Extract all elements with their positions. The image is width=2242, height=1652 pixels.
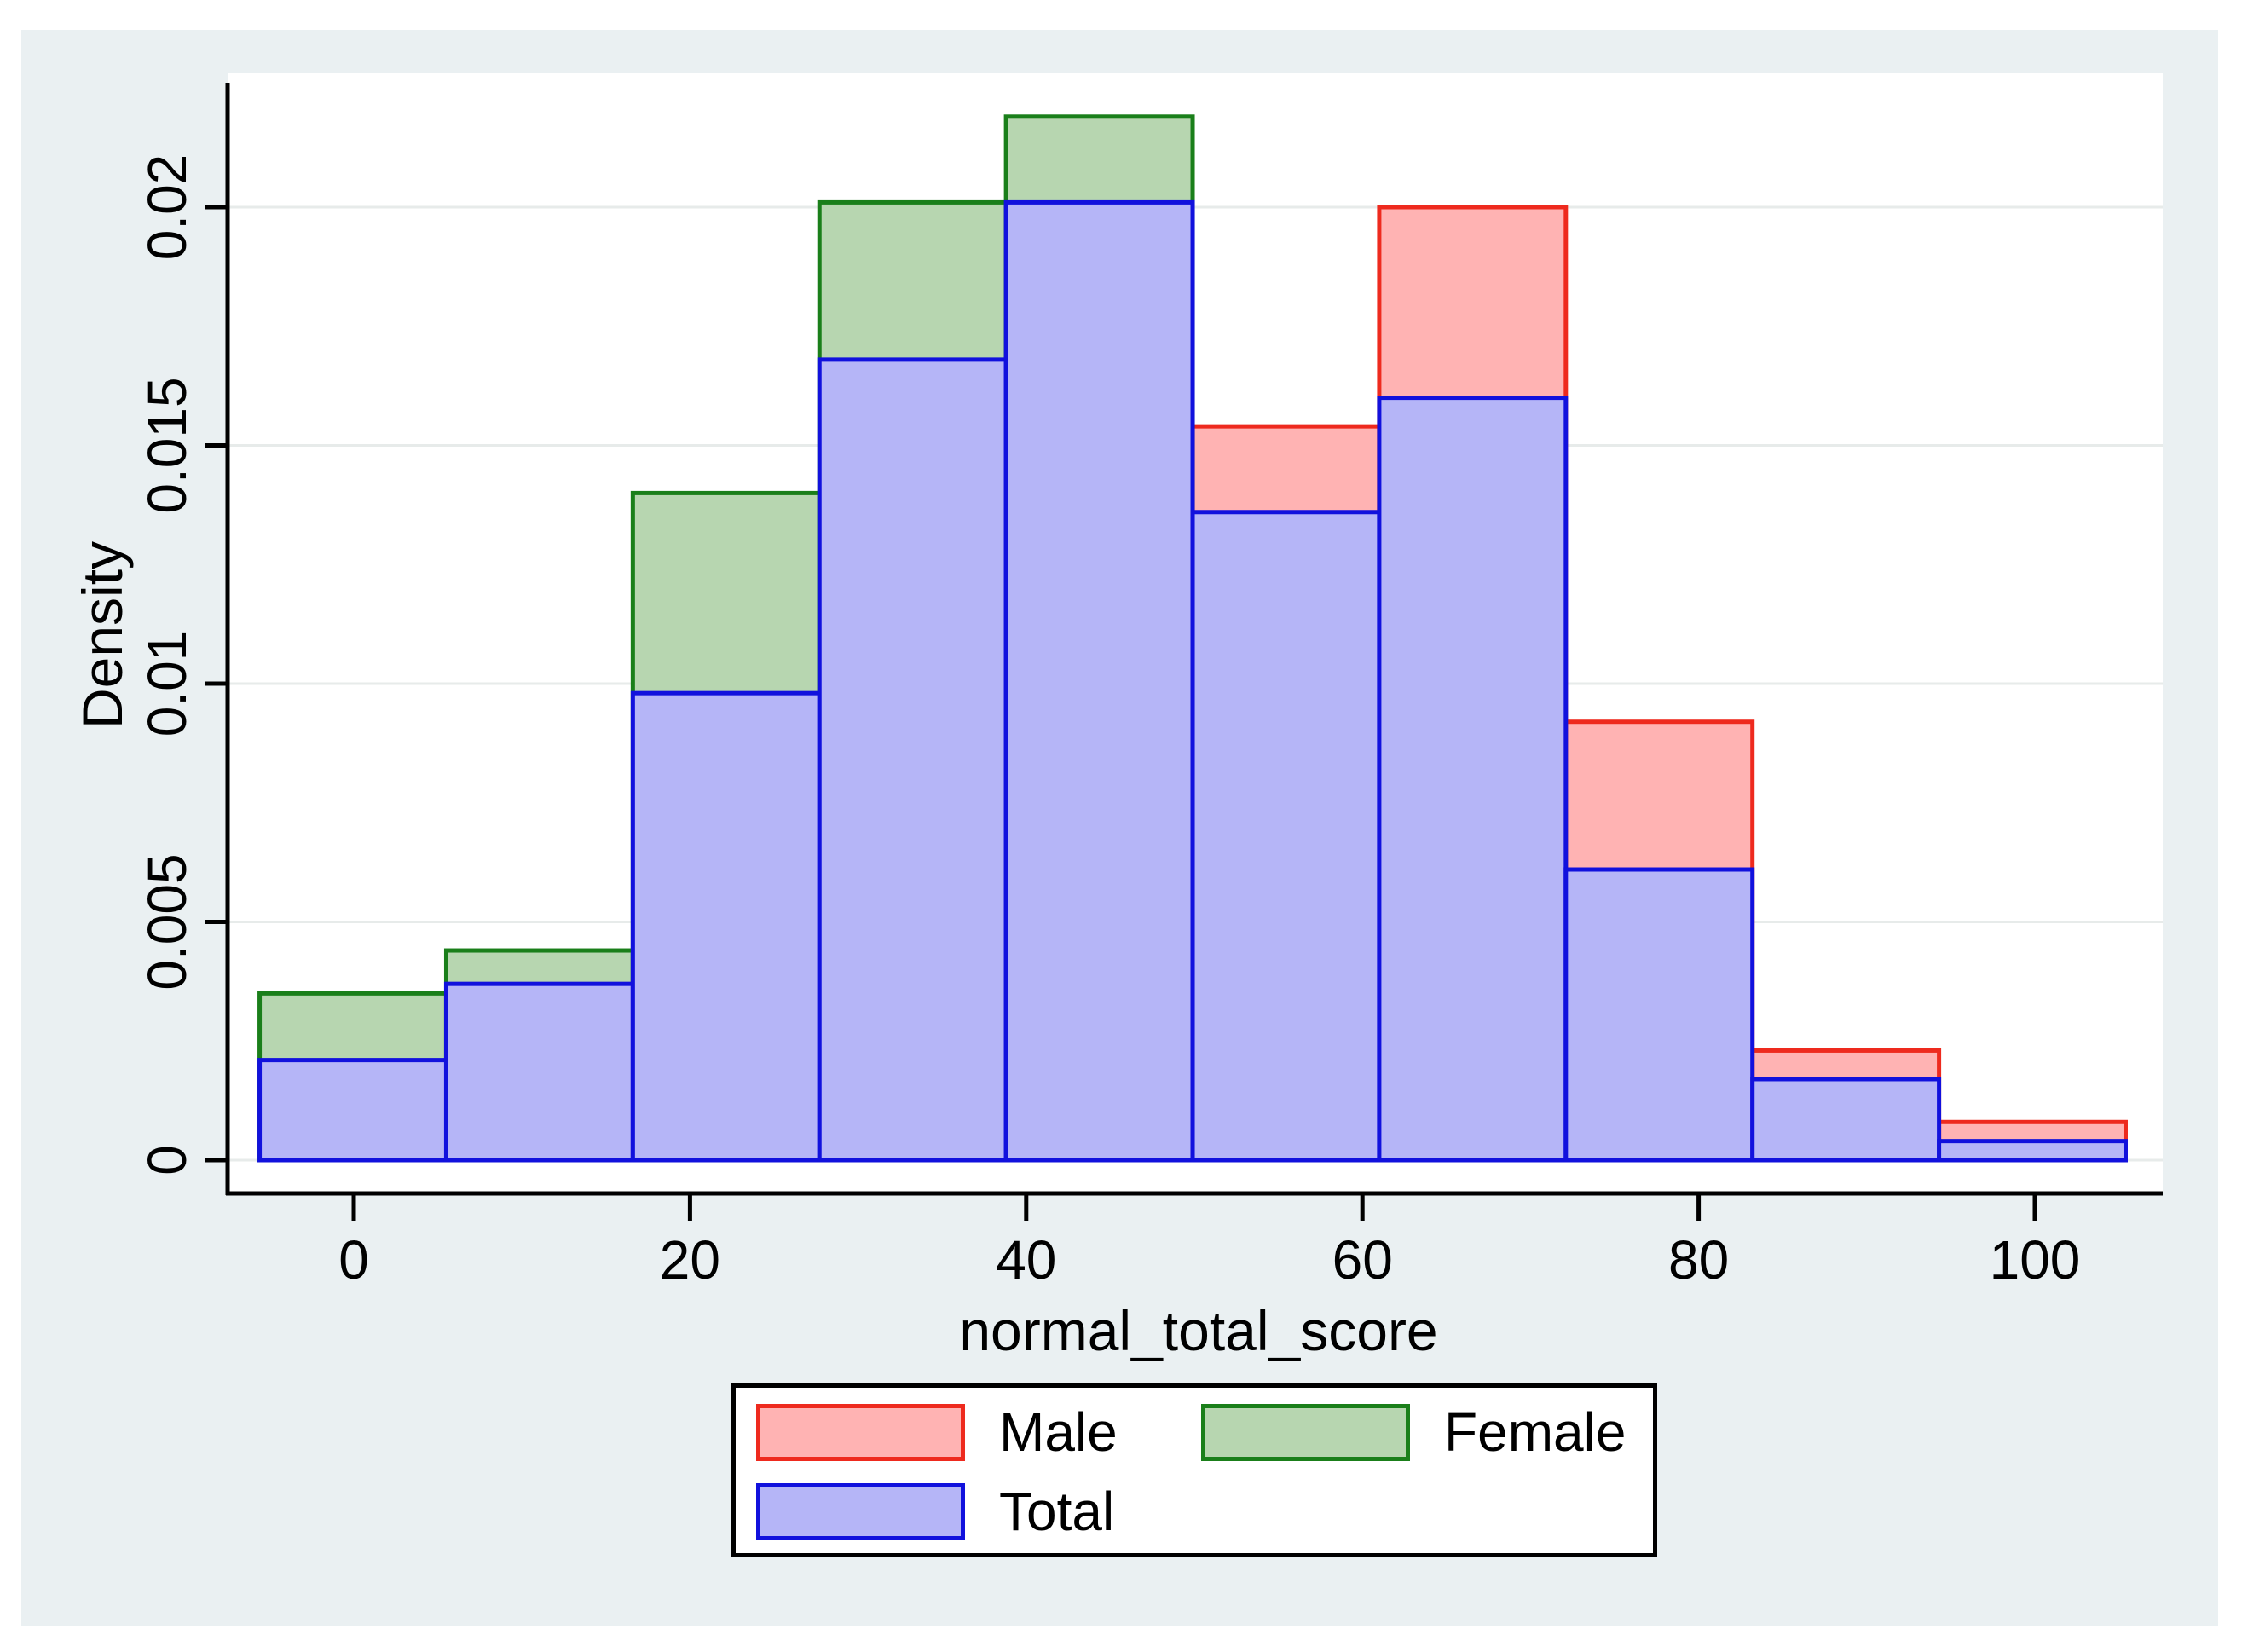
legend-item-total: Total [756,1483,1114,1540]
total-swatch [756,1483,965,1540]
histogram-bar-total [630,690,822,1163]
y-tick-label: 0.02 [136,154,198,261]
histogram-bar-total [257,1058,448,1163]
x-tick-label: 20 [660,1229,720,1291]
x-tick-label: 60 [1332,1229,1393,1291]
legend-item-male: Male [756,1404,1118,1461]
histogram-bar-total [443,981,635,1163]
x-tick-label: 40 [996,1229,1056,1291]
histogram-bar-total [1750,1077,1942,1163]
y-tick-label: 0.005 [136,853,198,990]
x-axis-title: normal_total_score [959,1299,1438,1362]
histogram-bar-total [1937,1139,2128,1163]
x-tick-label: 0 [338,1229,369,1291]
histogram-bar-total [1003,199,1195,1163]
legend: Male Female Total [731,1383,1657,1557]
male-swatch [756,1404,965,1461]
legend-label-male: Male [999,1401,1118,1463]
y-tick-label: 0.015 [136,377,198,513]
x-tick-label: 80 [1668,1229,1729,1291]
legend-label-female: Female [1444,1401,1627,1463]
y-axis-title: Density [71,540,134,730]
histogram-bar-total [1563,867,1755,1163]
histogram-bar-total [1190,510,1382,1163]
legend-label-total: Total [999,1481,1115,1542]
histogram-bar-total [817,357,1008,1163]
x-tick-label: 100 [1990,1229,2081,1291]
y-tick-label: 0.01 [136,631,198,737]
female-swatch [1201,1404,1410,1461]
histogram-bar-total [1377,396,1569,1163]
y-tick-label: 0 [136,1145,198,1175]
legend-item-female: Female [1201,1404,1626,1461]
